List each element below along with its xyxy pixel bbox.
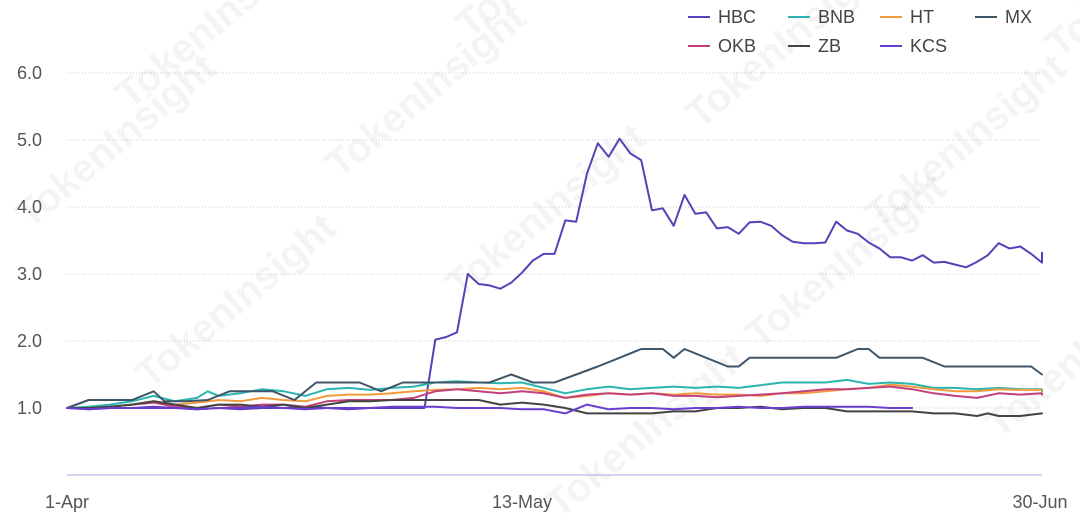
legend-label: HT [910,7,934,27]
legend: HBC BNB HT MX OKB ZB KCS [688,7,1032,56]
watermark-text: TokenInsight [318,0,535,187]
x-axis-tick-labels: 1-Apr 13-May 30-Jun [45,492,1068,512]
y-tick-label: 6.0 [17,63,42,83]
series-line-zb [66,399,1043,417]
y-tick-label: 2.0 [17,331,42,351]
y-tick-label: 5.0 [17,130,42,150]
series-line-kcs [66,403,913,415]
legend-label: MX [1005,7,1032,27]
y-tick-label: 3.0 [17,264,42,284]
watermark-text: TokenInsight [858,45,1075,237]
grid-lines [67,72,1042,476]
series-line-bnb [66,378,1043,409]
watermark-text: TokenInsight [438,115,655,307]
watermark-text: TokenInsight [128,205,345,397]
x-tick-label: 13-May [492,492,552,512]
y-axis-tick-labels: 1.0 2.0 3.0 4.0 5.0 6.0 [17,63,42,418]
watermark-text: TokenInsight [978,255,1080,447]
y-tick-label: 4.0 [17,197,42,217]
legend-label: ZB [818,36,841,56]
x-tick-label: 1-Apr [45,492,89,512]
watermark-text: TokenInsight [678,0,895,137]
legend-label: OKB [718,36,756,56]
y-tick-label: 1.0 [17,398,42,418]
legend-label: BNB [818,7,855,27]
legend-label: KCS [910,36,947,56]
series-lines [66,137,1043,417]
series-line-mx [66,348,1043,409]
x-tick-label: 30-Jun [1012,492,1067,512]
series-line-okb [66,385,1043,409]
legend-label: HBC [718,7,756,27]
